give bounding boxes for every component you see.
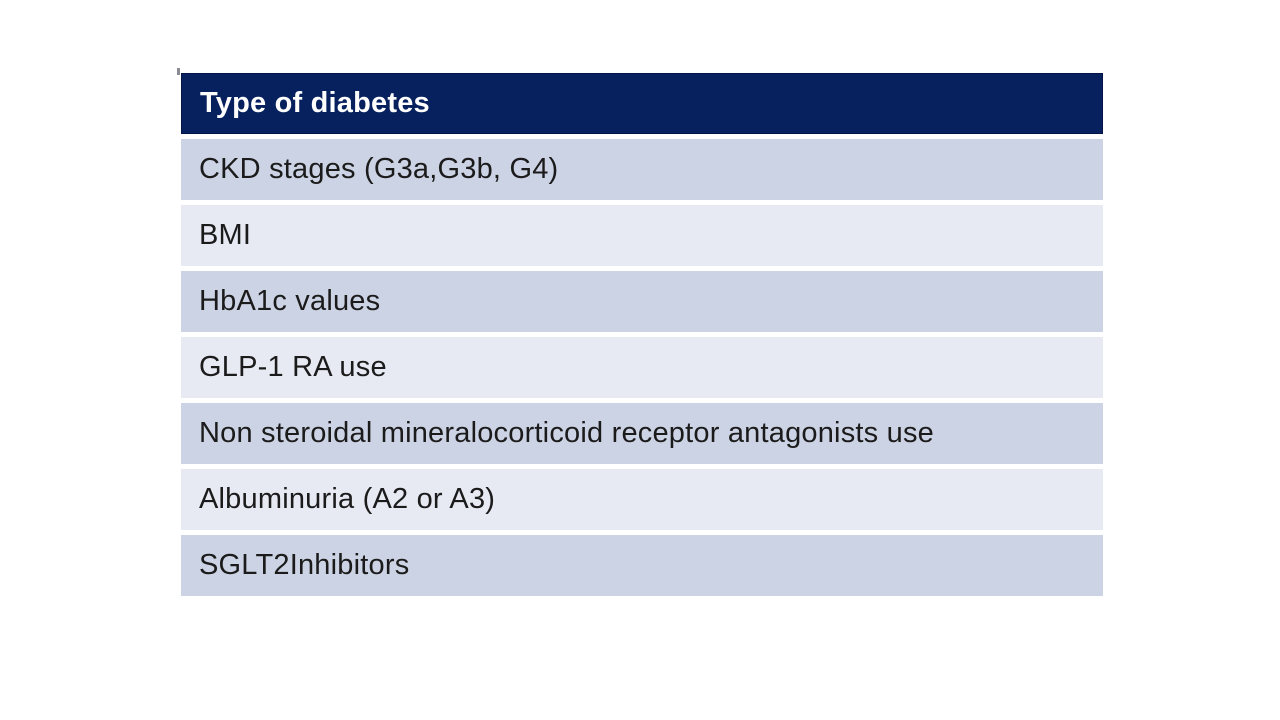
table-row: SGLT2Inhibitors — [181, 535, 1103, 596]
diabetes-criteria-table: Type of diabetes CKD stages (G3a,G3b, G4… — [181, 73, 1103, 596]
table-row: Albuminuria (A2 or A3) — [181, 469, 1103, 530]
table-row: HbA1c values — [181, 271, 1103, 332]
table-row: CKD stages (G3a,G3b, G4) — [181, 139, 1103, 200]
table-header-row: Type of diabetes — [181, 73, 1103, 134]
table-row: GLP-1 RA use — [181, 337, 1103, 398]
table-row: Non steroidal mineralocorticoid receptor… — [181, 403, 1103, 464]
table-header-label: Type of diabetes — [200, 87, 430, 119]
corner-artifact — [177, 68, 180, 75]
table-row: BMI — [181, 205, 1103, 266]
